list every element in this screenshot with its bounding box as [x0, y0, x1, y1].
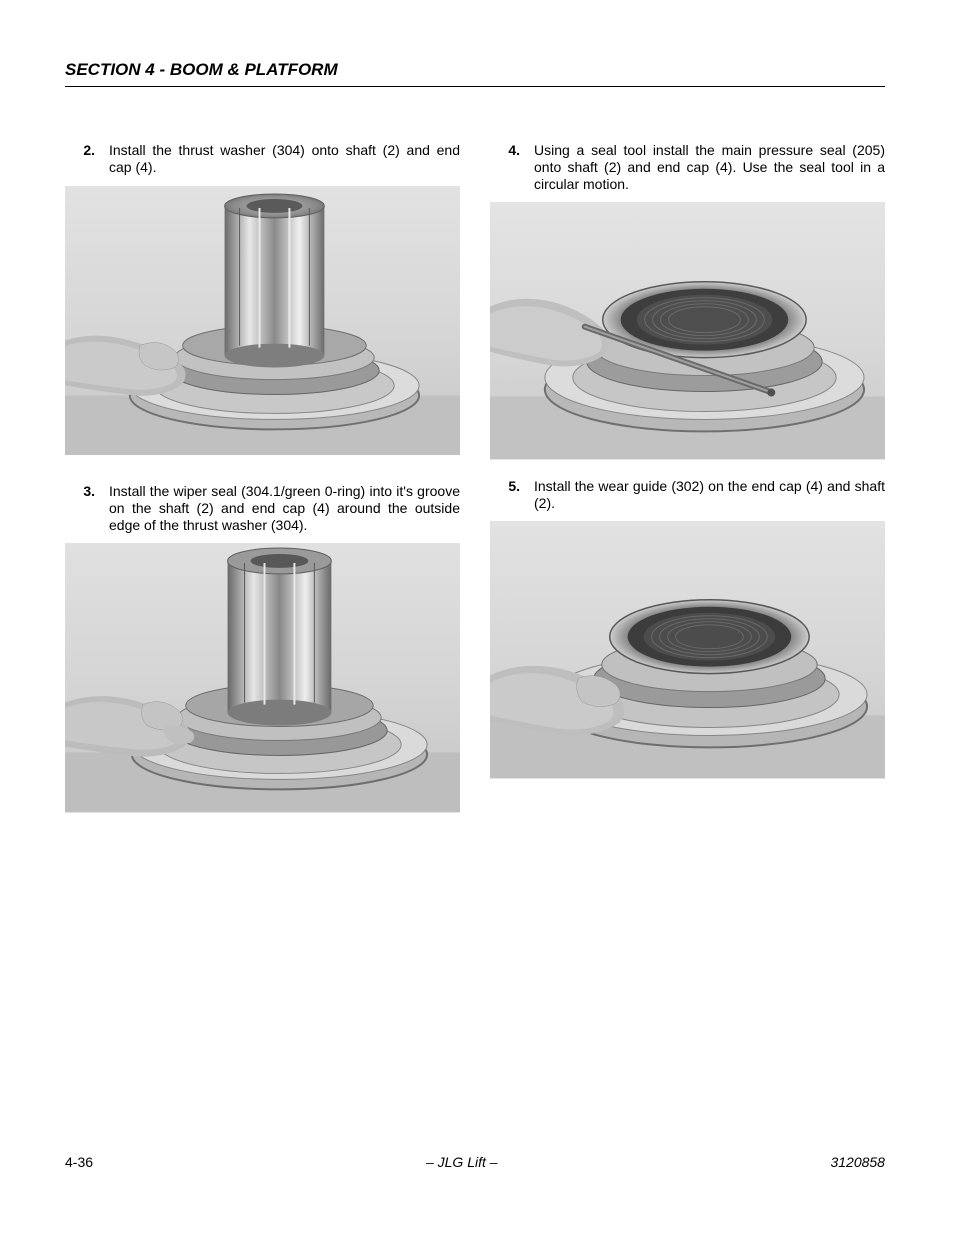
footer-page-number: 4-36: [65, 1154, 93, 1170]
step-3: 3. Install the wiper seal (304.1/green 0…: [65, 483, 460, 533]
step-number: 2.: [77, 142, 109, 176]
left-column: 2. Install the thrust washer (304) onto …: [65, 142, 460, 841]
step-text: Install the thrust washer (304) onto sha…: [109, 142, 460, 176]
two-column-layout: 2. Install the thrust washer (304) onto …: [65, 142, 885, 841]
photo-thrust-washer-install: [65, 186, 460, 455]
page-footer: 4-36 – JLG Lift – 3120858: [65, 1154, 885, 1170]
figure-step-2: [65, 186, 460, 455]
section-header: SECTION 4 - BOOM & PLATFORM: [65, 60, 885, 87]
step-number: 3.: [77, 483, 109, 533]
step-text: Install the wiper seal (304.1/green 0-ri…: [109, 483, 460, 533]
photo-pressure-seal-install: [490, 202, 885, 459]
step-5: 5. Install the wear guide (302) on the e…: [490, 478, 885, 512]
figure-step-5: [490, 521, 885, 778]
step-text: Install the wear guide (302) on the end …: [534, 478, 885, 512]
step-4: 4. Using a seal tool install the main pr…: [490, 142, 885, 192]
step-2: 2. Install the thrust washer (304) onto …: [65, 142, 460, 176]
footer-center-label: – JLG Lift –: [426, 1154, 498, 1170]
figure-step-3: [65, 543, 460, 812]
footer-doc-number: 3120858: [830, 1154, 885, 1170]
figure-step-4: [490, 202, 885, 459]
photo-wear-guide-install: [490, 521, 885, 778]
photo-wiper-seal-install: [65, 543, 460, 812]
step-number: 4.: [502, 142, 534, 192]
page-content: SECTION 4 - BOOM & PLATFORM 2. Install t…: [65, 60, 885, 1180]
step-number: 5.: [502, 478, 534, 512]
right-column: 4. Using a seal tool install the main pr…: [490, 142, 885, 841]
step-text: Using a seal tool install the main press…: [534, 142, 885, 192]
